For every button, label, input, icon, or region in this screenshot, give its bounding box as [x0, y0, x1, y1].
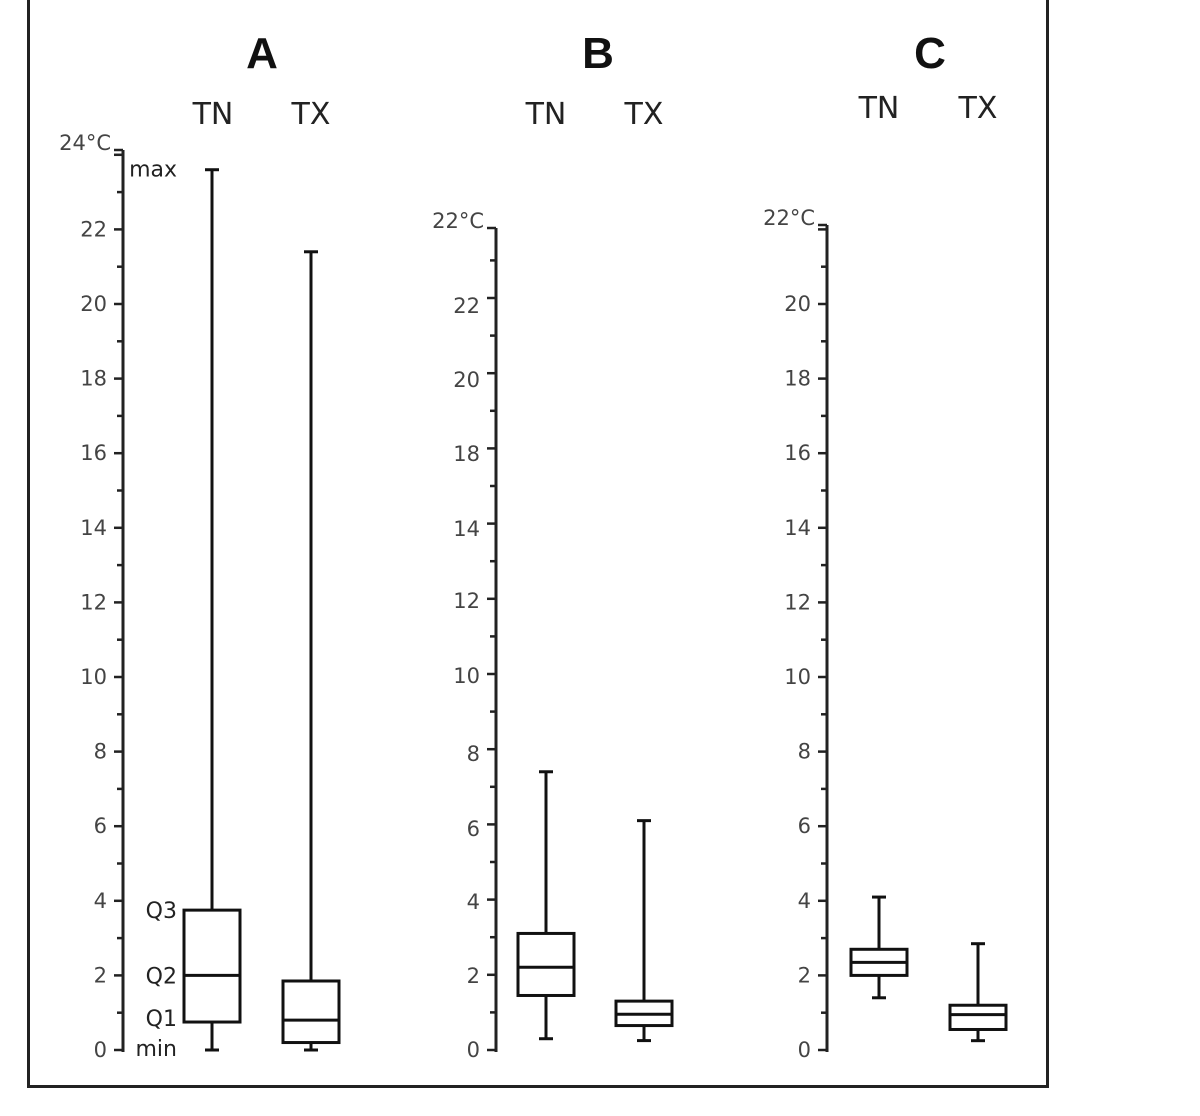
series-label-tx: TX — [291, 97, 331, 132]
iqr-box — [182, 908, 242, 1024]
axis-top-label: 22°C — [432, 209, 484, 233]
tick-label: 4 — [94, 889, 107, 913]
iqr-box — [516, 931, 576, 997]
tick-label: 4 — [467, 890, 480, 914]
tick-label: 0 — [467, 1038, 480, 1062]
series-label-tn: TN — [192, 97, 234, 132]
tick-label: 6 — [798, 814, 811, 838]
series-label-tn: TN — [858, 91, 900, 126]
iqr-box — [281, 979, 341, 1045]
iqr-box — [948, 1003, 1008, 1031]
annotation-min: min — [136, 1037, 178, 1062]
tick-label: 0 — [798, 1038, 811, 1062]
tick-label: 8 — [798, 740, 811, 764]
series-label-tx: TX — [624, 97, 664, 132]
tick-label: 2 — [467, 964, 480, 988]
tick-label: 10 — [784, 665, 811, 689]
axis-top-label: 24°C — [59, 131, 111, 155]
tick-label: 20 — [80, 292, 107, 316]
tick-label: 2 — [798, 963, 811, 987]
tick-label: 6 — [467, 817, 480, 841]
tick-label: 18 — [80, 367, 107, 391]
annotation-q2: Q2 — [146, 964, 177, 989]
tick-label: 12 — [784, 590, 811, 614]
tick-label: 16 — [784, 441, 811, 465]
tick-label: 12 — [80, 590, 107, 614]
annotation-q1: Q1 — [146, 1007, 177, 1032]
series-label-tn: TN — [525, 97, 567, 132]
tick-label: 22 — [80, 217, 107, 241]
tick-label: 18 — [784, 367, 811, 391]
tick-label: 10 — [453, 664, 480, 688]
tick-label: 2 — [94, 963, 107, 987]
annotation-q3: Q3 — [146, 899, 177, 924]
tick-label: 4 — [798, 889, 811, 913]
tick-label: 14 — [784, 516, 811, 540]
tick-label: 8 — [94, 740, 107, 764]
tick-label: 18 — [453, 442, 480, 466]
tick-label: 22 — [453, 294, 480, 318]
tick-label: 6 — [94, 814, 107, 838]
panel-title-b: B — [582, 29, 614, 78]
annotation-max: max — [129, 158, 177, 183]
tick-label: 0 — [94, 1038, 107, 1062]
tick-label: 20 — [784, 292, 811, 316]
tick-label: 20 — [453, 368, 480, 392]
panel-title-a: A — [246, 29, 278, 78]
figure-frame — [27, 0, 1049, 1088]
axis-top-label: 22°C — [763, 206, 815, 230]
tick-label: 10 — [80, 665, 107, 689]
tick-label: 12 — [453, 589, 480, 613]
tick-label: 14 — [453, 517, 480, 541]
tick-label: 14 — [80, 516, 107, 540]
series-label-tx: TX — [958, 91, 998, 126]
tick-label: 16 — [80, 441, 107, 465]
panel-title-c: C — [914, 29, 946, 78]
tick-label: 8 — [467, 742, 480, 766]
